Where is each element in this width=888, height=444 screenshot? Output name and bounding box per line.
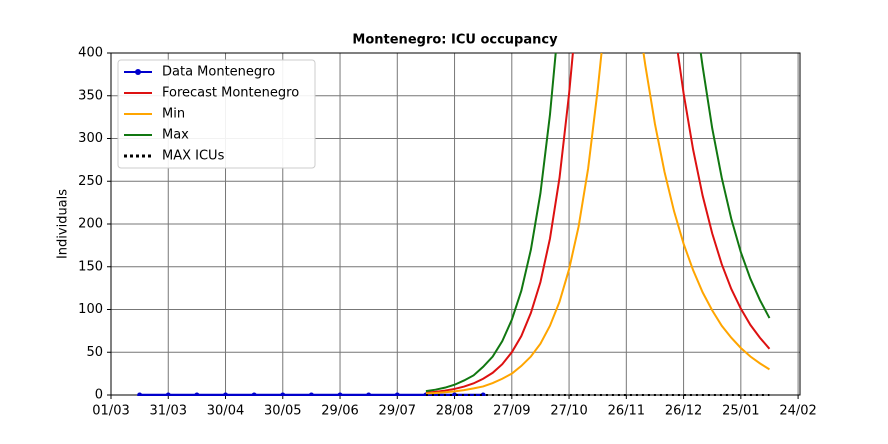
data-point	[394, 392, 400, 396]
data-point	[165, 392, 171, 396]
series-line	[425, 52, 771, 394]
y-axis-label: Individuals	[56, 189, 71, 259]
x-tick-label: 30/05	[264, 404, 301, 419]
series-line	[425, 52, 770, 395]
x-tick-label: 28/08	[436, 404, 473, 419]
x-tick-label: 26/12	[665, 404, 702, 419]
data-point	[366, 392, 372, 396]
plot-area	[137, 52, 771, 396]
legend-label: Data Montenegro	[162, 65, 275, 80]
x-tick-label: 25/01	[722, 404, 759, 419]
chart-title: Montenegro: ICU occupancy	[352, 33, 558, 48]
data-point	[308, 392, 314, 396]
legend-label: MAX ICUs	[162, 149, 225, 164]
y-tick-label: 0	[95, 388, 103, 403]
legend-label: Min	[162, 107, 185, 122]
x-tick-label: 27/09	[493, 404, 530, 419]
y-tick-label: 350	[78, 88, 103, 103]
data-point	[480, 392, 486, 396]
legend-label: Max	[162, 128, 189, 143]
x-tick-label: 31/03	[150, 404, 187, 419]
y-tick-label: 300	[78, 131, 103, 146]
x-tick-label: 29/07	[379, 404, 416, 419]
data-point	[137, 392, 143, 396]
series-line	[425, 52, 771, 393]
x-tick-label: 01/03	[92, 404, 129, 419]
legend-marker	[135, 69, 141, 75]
data-point	[337, 392, 343, 396]
data-point	[280, 392, 286, 396]
x-tick-label: 26/11	[608, 404, 645, 419]
legend-label: Forecast Montenegro	[162, 86, 299, 101]
y-tick-label: 100	[78, 302, 103, 317]
y-tick-label: 50	[86, 345, 103, 360]
data-point	[452, 392, 458, 396]
x-tick-label: 24/02	[779, 404, 816, 419]
x-tick-label: 27/10	[550, 404, 587, 419]
y-tick-label: 150	[78, 259, 103, 274]
data-point	[223, 392, 229, 396]
y-tick-label: 250	[78, 174, 103, 189]
y-tick-label: 400	[78, 46, 103, 61]
y-tick-label: 200	[78, 217, 103, 232]
data-point	[194, 392, 200, 396]
data-point	[251, 392, 257, 396]
legend-box	[117, 59, 316, 169]
x-tick-label: 30/04	[207, 404, 244, 419]
x-tick-label: 29/06	[321, 404, 358, 419]
